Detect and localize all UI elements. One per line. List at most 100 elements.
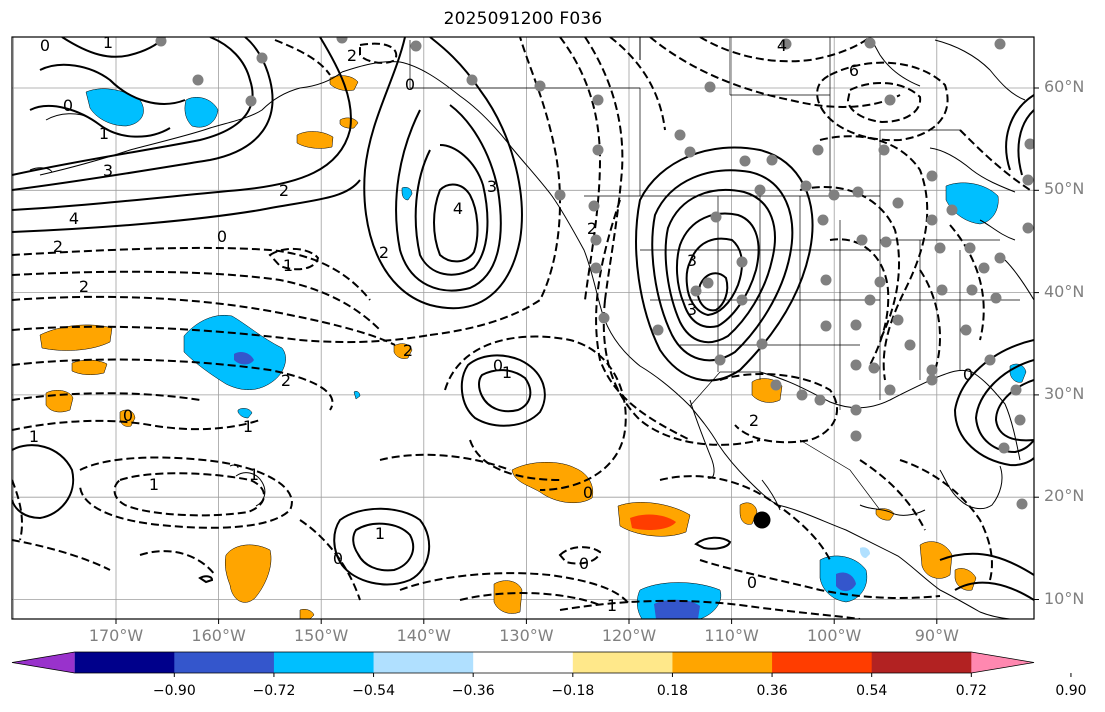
station-marker [690, 285, 702, 297]
station-marker [850, 430, 862, 442]
latitude-label: 50°N [1044, 179, 1085, 199]
station-marker [904, 339, 916, 351]
anomaly-region [299, 608, 315, 619]
anomaly-region [860, 547, 870, 558]
contour-label: 3 [687, 251, 697, 270]
latitude-label: 40°N [1044, 281, 1085, 301]
border-line [689, 371, 760, 407]
negative-anomaly-regions [85, 88, 1027, 619]
contour-line [829, 238, 890, 366]
station-marker [864, 294, 876, 306]
station-marker [256, 52, 268, 64]
contour-label: 2 [53, 237, 63, 256]
station-marker [796, 389, 808, 401]
contour-label: 0 [217, 227, 227, 246]
anomaly-region [184, 97, 219, 128]
contour-label: 3 [687, 300, 697, 319]
station-marker [592, 94, 604, 106]
contour-line [363, 37, 523, 310]
colorbar-segment [871, 652, 972, 673]
contour-line [29, 105, 171, 138]
station-marker [852, 186, 864, 198]
station-marker [812, 144, 824, 156]
colorbar-segment [772, 652, 873, 673]
contour-line [460, 354, 546, 427]
station-marker [756, 338, 768, 350]
contour-label: 1 [149, 475, 159, 494]
strong-positive-regions [630, 514, 676, 530]
longitude-label: 110°W [704, 626, 759, 645]
station-marker [994, 252, 1006, 264]
station-marker [588, 200, 600, 212]
contour-line [635, 146, 814, 382]
colorbar-tick-label: 0.90 [1055, 683, 1087, 699]
contour-label: 1 [99, 124, 109, 143]
contour-line [359, 42, 398, 64]
contour-label: 2 [279, 181, 289, 200]
station-marker [245, 95, 257, 107]
anomaly-region [237, 408, 253, 419]
station-marker [704, 81, 716, 93]
colorbar-tick-label: 0.72 [955, 683, 987, 699]
contour-line [12, 246, 371, 301]
contour-line [685, 237, 743, 317]
longitude-label: 100°W [807, 626, 862, 645]
station-marker [984, 354, 996, 366]
graticule [12, 37, 1034, 619]
station-marker [820, 274, 832, 286]
coastline [761, 479, 781, 511]
contour-line [12, 295, 396, 346]
station-marker [892, 314, 904, 326]
contour-line [12, 325, 431, 344]
weak-negative-regions [860, 547, 870, 558]
contour-line [559, 599, 861, 619]
station-marker [766, 154, 778, 166]
contour-line [559, 37, 602, 301]
station-marker [990, 292, 1002, 304]
coastline [934, 39, 1026, 101]
contour-line [846, 82, 922, 124]
colorbar-tick-label: −0.72 [252, 683, 296, 699]
contour-label: 1 [243, 417, 253, 436]
contour-line [799, 186, 901, 341]
contour-line [664, 188, 776, 344]
station-marker [702, 277, 714, 289]
latitude-label: 20°N [1044, 486, 1085, 506]
station-marker [1010, 384, 1022, 396]
contour-line [819, 135, 929, 381]
contour-line [558, 546, 602, 565]
station-marker [884, 384, 896, 396]
station-marker [926, 170, 938, 182]
contour-label: 3 [487, 177, 497, 196]
station-marker [856, 234, 868, 246]
contour-label: 2 [749, 411, 759, 430]
latitude-label: 60°N [1044, 77, 1085, 96]
station-marker [966, 284, 978, 296]
station-marker [1022, 222, 1034, 234]
contour-line [12, 37, 254, 176]
colorbar-tick-label: 0.18 [656, 683, 689, 699]
contour-line [61, 37, 166, 58]
station-marker [554, 189, 566, 201]
station-marker [817, 214, 829, 226]
contour-line [39, 63, 186, 105]
colorbar-segment [273, 652, 375, 673]
coastline [869, 37, 921, 87]
contour-line [12, 479, 23, 541]
map-frame [11, 36, 1035, 620]
contour-label: 0 [40, 36, 50, 55]
contour-line [651, 169, 794, 362]
contour-line [602, 299, 761, 446]
station-marker [780, 38, 792, 50]
longitude-label: 140°W [396, 626, 451, 645]
coastline [45, 113, 91, 121]
contour-line [268, 247, 320, 271]
contour-label: 4 [69, 209, 79, 228]
station-marker [934, 242, 946, 254]
station-marker [880, 236, 892, 248]
contour-line [699, 37, 871, 63]
colorbar-extend-high [971, 652, 1034, 673]
station-marker [864, 37, 876, 49]
station-marker [1014, 414, 1026, 426]
anomaly-region [339, 117, 359, 129]
